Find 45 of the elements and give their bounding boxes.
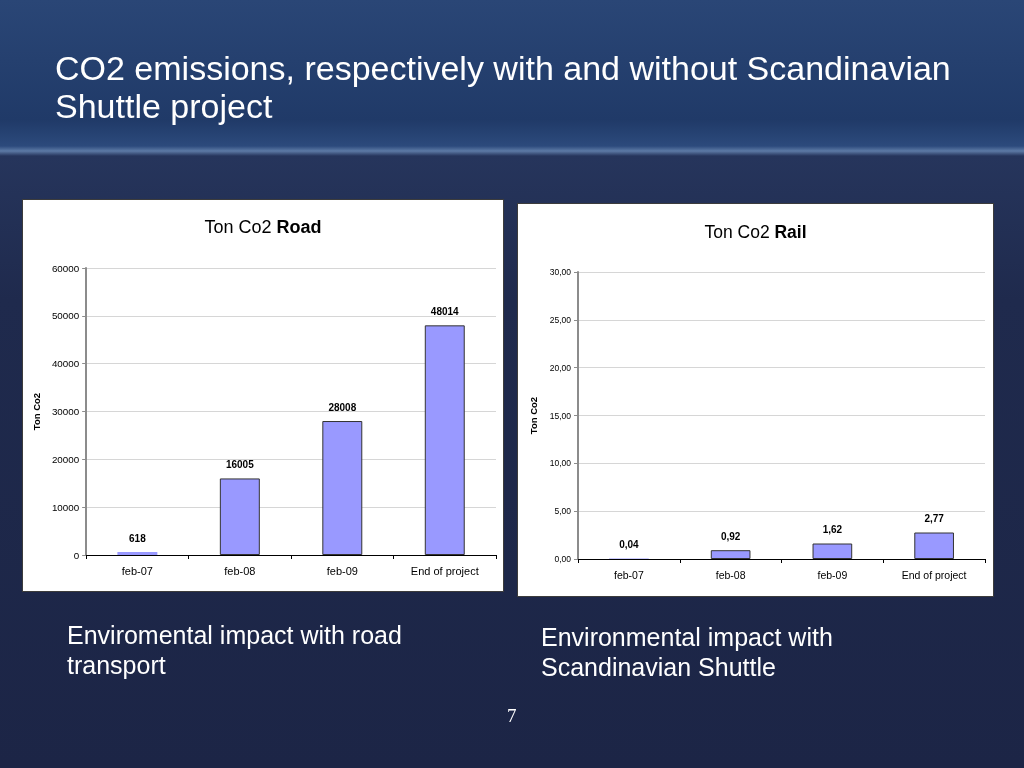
x-tick-label: End of project [410,564,479,577]
data-label: 1,62 [822,524,843,535]
y-tick-label: 25,00 [549,314,572,325]
y-tick-label: 20000 [51,453,80,465]
y-tick-label: 0,00 [554,554,572,564]
x-tick-label: feb-09 [326,564,358,577]
data-label: 0,92 [720,530,741,542]
text: Environmental impact with Scandinavian Shuttle [541,622,834,682]
data-label: 618 [129,532,147,544]
y-tick-label: 15,00 [549,410,572,421]
data-label: 0,04 [619,539,640,551]
data-label: 2,77 [924,513,945,524]
y-tick-label: 60000 [51,262,80,274]
data-label: 16005 [225,458,255,470]
data-label: 48014 [430,305,460,317]
text: CO2 emissions, respectively with and without Scandinavian Shuttle project [55,49,952,126]
text: 7 [507,705,518,728]
y-tick-label: 10000 [51,501,80,513]
text: Enviromental impact with road transport [67,620,403,680]
bar [914,532,954,559]
y-axis-title: Ton Co2 [30,392,42,431]
bar [117,552,158,555]
y-tick-label: 30,00 [549,267,572,277]
bar [219,478,260,555]
y-tick-label: 20,00 [549,362,572,373]
x-tick-label: feb-09 [817,568,848,581]
data-label: 28008 [328,401,357,413]
bar [424,325,465,555]
bar [322,421,363,555]
y-axis-title: Ton Co2 [527,396,539,435]
x-tick-label: End of project [901,568,967,581]
bar [710,550,751,559]
y-tick-label: 40000 [51,358,80,370]
x-tick-label: feb-07 [613,568,644,581]
y-tick-label: 5,00 [554,506,572,517]
y-tick-label: 10,00 [549,458,572,469]
y-tick-label: 30000 [51,406,80,417]
bar [812,543,853,559]
y-tick-label: 0 [73,549,80,561]
chart-title: Ton Co2 Road [204,217,322,237]
y-tick-label: 50000 [51,310,80,322]
x-tick-label: feb-07 [121,564,153,577]
x-tick-label: feb-08 [715,568,746,581]
x-tick-label: feb-08 [224,564,256,577]
chart-title: Ton Co2 Rail [704,222,807,242]
